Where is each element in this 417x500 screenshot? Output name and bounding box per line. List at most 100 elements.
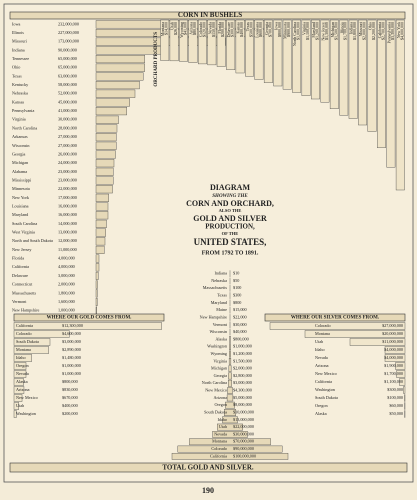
- value-label: 27,000,000: [58, 134, 77, 140]
- category-label: Mississippi: [12, 177, 32, 182]
- bar: [95, 115, 119, 124]
- category-label: Oregon: [214, 402, 227, 407]
- category-label: Arizona: [16, 387, 30, 392]
- bar: [395, 19, 405, 191]
- title-line: GOLD AND SILVER: [193, 214, 267, 223]
- category-label: Virginia: [12, 117, 26, 122]
- category-label: Iowa: [12, 21, 21, 26]
- category-label: Indiana: [214, 271, 227, 276]
- bar: [169, 19, 179, 62]
- bar: [160, 19, 170, 61]
- bar: [228, 365, 232, 373]
- value-label: $12,300,000: [62, 323, 83, 329]
- value-label: $830,000: [62, 387, 78, 393]
- category-label: Arizona: [214, 395, 228, 400]
- title-line: DIAGRAM: [210, 183, 250, 192]
- value-label: 2,000,000: [58, 282, 75, 288]
- value-label: $30,000: [233, 322, 247, 328]
- value-label: $1,500,000: [233, 358, 252, 364]
- bar: [95, 150, 116, 159]
- category-label: New Hampshire: [12, 308, 39, 313]
- category-label: New York: [12, 195, 30, 200]
- category-label: Wyoming: [211, 351, 228, 356]
- value-label: $1,300,000: [324, 22, 330, 40]
- category-label: Kansas: [236, 22, 241, 34]
- bar: [189, 438, 271, 446]
- category-label: North Carolina: [12, 125, 37, 130]
- value-label: 63,000,000: [58, 73, 77, 79]
- value-label: $70,000,000: [233, 439, 254, 445]
- value-label: $1,100,000: [384, 379, 403, 385]
- category-label: Georgia: [12, 151, 26, 156]
- value-label: $900,000: [286, 22, 292, 37]
- category-label: Idaho: [217, 417, 227, 422]
- bar: [292, 19, 302, 93]
- bar: [217, 423, 243, 431]
- bar: [13, 370, 27, 378]
- value-label: $2,890,000: [62, 347, 81, 353]
- bar: [222, 416, 238, 424]
- category-label: North Carolina: [202, 380, 227, 385]
- bar: [179, 19, 188, 62]
- title-line: SHOWING THE: [212, 194, 248, 199]
- category-label: Montana: [160, 22, 165, 36]
- category-label: Utah: [16, 403, 25, 408]
- bar: [95, 98, 130, 107]
- category-label: Nevada: [16, 371, 29, 376]
- category-label: Nevada: [315, 355, 328, 360]
- value-label: $800,000: [62, 379, 78, 385]
- category-label: California: [16, 323, 33, 328]
- header-bar: [13, 313, 165, 322]
- category-label: Michigan: [330, 22, 335, 37]
- section-title: WHERE OUR GOLD COMES FROM.: [47, 316, 133, 321]
- value-label: $670,000: [62, 395, 78, 401]
- bar: [329, 19, 339, 109]
- bar: [95, 72, 144, 81]
- value-label: $800,000: [233, 336, 249, 342]
- value-label: $1,700,000: [343, 22, 349, 40]
- value-label: $26,000: [173, 22, 179, 35]
- bar: [95, 167, 114, 176]
- category-label: Ohio: [12, 65, 20, 70]
- title-line: ALSO THE: [219, 208, 242, 213]
- bar: [235, 19, 245, 74]
- category-label: South Dakota: [204, 409, 227, 414]
- category-label: New Mexico: [16, 395, 38, 400]
- category-label: Montana: [315, 331, 330, 336]
- value-label: $1,700,000: [384, 371, 403, 377]
- category-label: South Carolina: [12, 221, 37, 226]
- category-label: Michigan: [211, 366, 228, 371]
- value-label: $300,000: [230, 22, 236, 37]
- bar: [384, 354, 406, 362]
- category-label: California: [315, 379, 332, 384]
- category-label: Montana: [212, 439, 227, 444]
- value-label: 17,000,000: [58, 195, 77, 201]
- section-title: ORCHARD PRODUCTS: [154, 32, 159, 87]
- value-label: $1,200,000: [233, 351, 252, 357]
- bar: [384, 346, 406, 354]
- value-label: $1,100,000: [305, 22, 311, 40]
- category-label: Wyoming: [179, 22, 184, 38]
- bar: [223, 409, 236, 416]
- bar: [95, 55, 145, 64]
- value-label: $400,000: [239, 22, 245, 37]
- category-label: Illinois: [339, 22, 344, 34]
- title-line: CORN AND ORCHARD,: [186, 199, 274, 208]
- value-label: $150,000: [211, 22, 217, 37]
- value-label: $2,800,000: [233, 373, 252, 379]
- value-label: 11,000,000: [58, 247, 77, 253]
- value-label: $27,000,000: [382, 323, 403, 329]
- bar: [282, 19, 292, 90]
- bar: [269, 322, 406, 330]
- category-label: Virginia: [213, 358, 227, 363]
- value-label: $14,000: [164, 22, 170, 35]
- bar: [254, 19, 264, 80]
- bar: [225, 401, 235, 409]
- bar: [95, 228, 106, 237]
- category-label: Utah: [219, 424, 228, 429]
- bar: [349, 338, 406, 346]
- value-label: $800,000: [277, 22, 283, 37]
- category-label: Alaska: [315, 411, 327, 416]
- section-title: WHERE OUR SILVER COMES FROM.: [291, 316, 380, 321]
